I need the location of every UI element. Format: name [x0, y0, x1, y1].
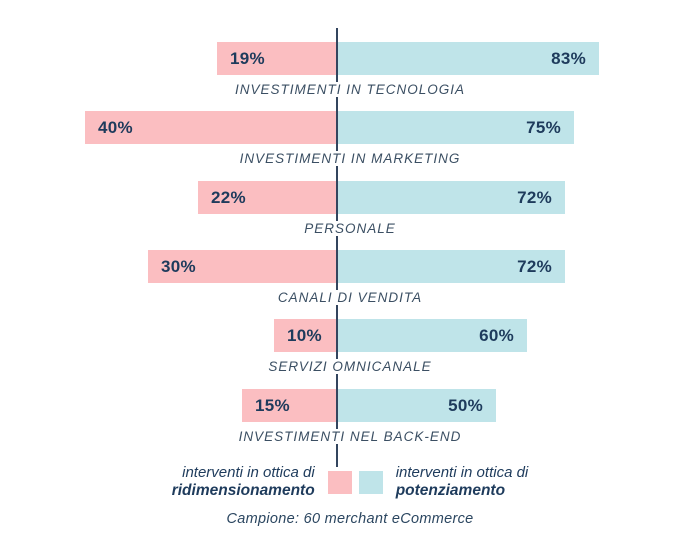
legend-label-ridimensionamento: interventi in ottica di ridimensionament…: [172, 464, 315, 500]
bar-potenziamento: 50%: [338, 389, 496, 422]
category-label: INVESTIMENTI IN TECNOLOGIA: [0, 81, 700, 99]
category-label: CANALI DI VENDITA: [0, 289, 700, 307]
bar-row: 22% 72% PERSONALE: [0, 181, 700, 241]
category-label-text: INVESTIMENTI NEL BACK-END: [233, 429, 467, 444]
center-axis-line: [336, 28, 338, 467]
legend-right-line1: interventi in ottica di: [395, 464, 529, 481]
bar-potenziamento: 60%: [338, 319, 527, 352]
bar-ridimensionamento: 30%: [148, 250, 337, 283]
bar-row: 30% 72% CANALI DI VENDITA: [0, 250, 700, 310]
caption: Campione: 60 merchant eCommerce: [226, 511, 474, 527]
legend-swatch-blue: [358, 470, 383, 494]
category-label-text: CANALI DI VENDITA: [272, 290, 428, 305]
category-label-text: INVESTIMENTI IN TECNOLOGIA: [229, 82, 471, 97]
bar-ridimensionamento: 15%: [242, 389, 337, 422]
category-label-text: SERVIZI OMNICANALE: [263, 359, 437, 374]
category-label: PERSONALE: [0, 220, 700, 238]
bar-row: 40% 75% INVESTIMENTI IN MARKETING: [0, 111, 700, 171]
bar-row: 19% 83% INVESTIMENTI IN TECNOLOGIA: [0, 42, 700, 102]
bar-ridimensionamento: 40%: [85, 111, 337, 144]
bar-ridimensionamento: 19%: [217, 42, 337, 75]
bar-row: 15% 50% INVESTIMENTI NEL BACK-END: [0, 389, 700, 449]
bar-potenziamento: 72%: [338, 181, 565, 214]
legend: interventi in ottica di ridimensionament…: [0, 464, 700, 500]
category-label: INVESTIMENTI IN MARKETING: [0, 150, 700, 168]
bar-potenziamento: 72%: [338, 250, 565, 283]
legend-label-potenziamento: interventi in ottica di potenziamento: [396, 464, 529, 500]
bar-potenziamento: 75%: [338, 111, 574, 144]
category-label: INVESTIMENTI NEL BACK-END: [0, 428, 700, 446]
legend-left-line2: ridimensionamento: [171, 482, 315, 499]
legend-left-line1: interventi in ottica di: [182, 464, 315, 481]
category-label-text: INVESTIMENTI IN MARKETING: [234, 151, 466, 166]
bar-row: 10% 60% SERVIZI OMNICANALE: [0, 319, 700, 379]
bar-ridimensionamento: 10%: [274, 319, 337, 352]
category-label-text: PERSONALE: [299, 221, 401, 236]
category-label: SERVIZI OMNICANALE: [0, 358, 700, 376]
bar-potenziamento: 83%: [338, 42, 599, 75]
legend-swatch-pink: [327, 470, 352, 494]
bar-ridimensionamento: 22%: [198, 181, 337, 214]
legend-right-line2: potenziamento: [395, 482, 506, 499]
